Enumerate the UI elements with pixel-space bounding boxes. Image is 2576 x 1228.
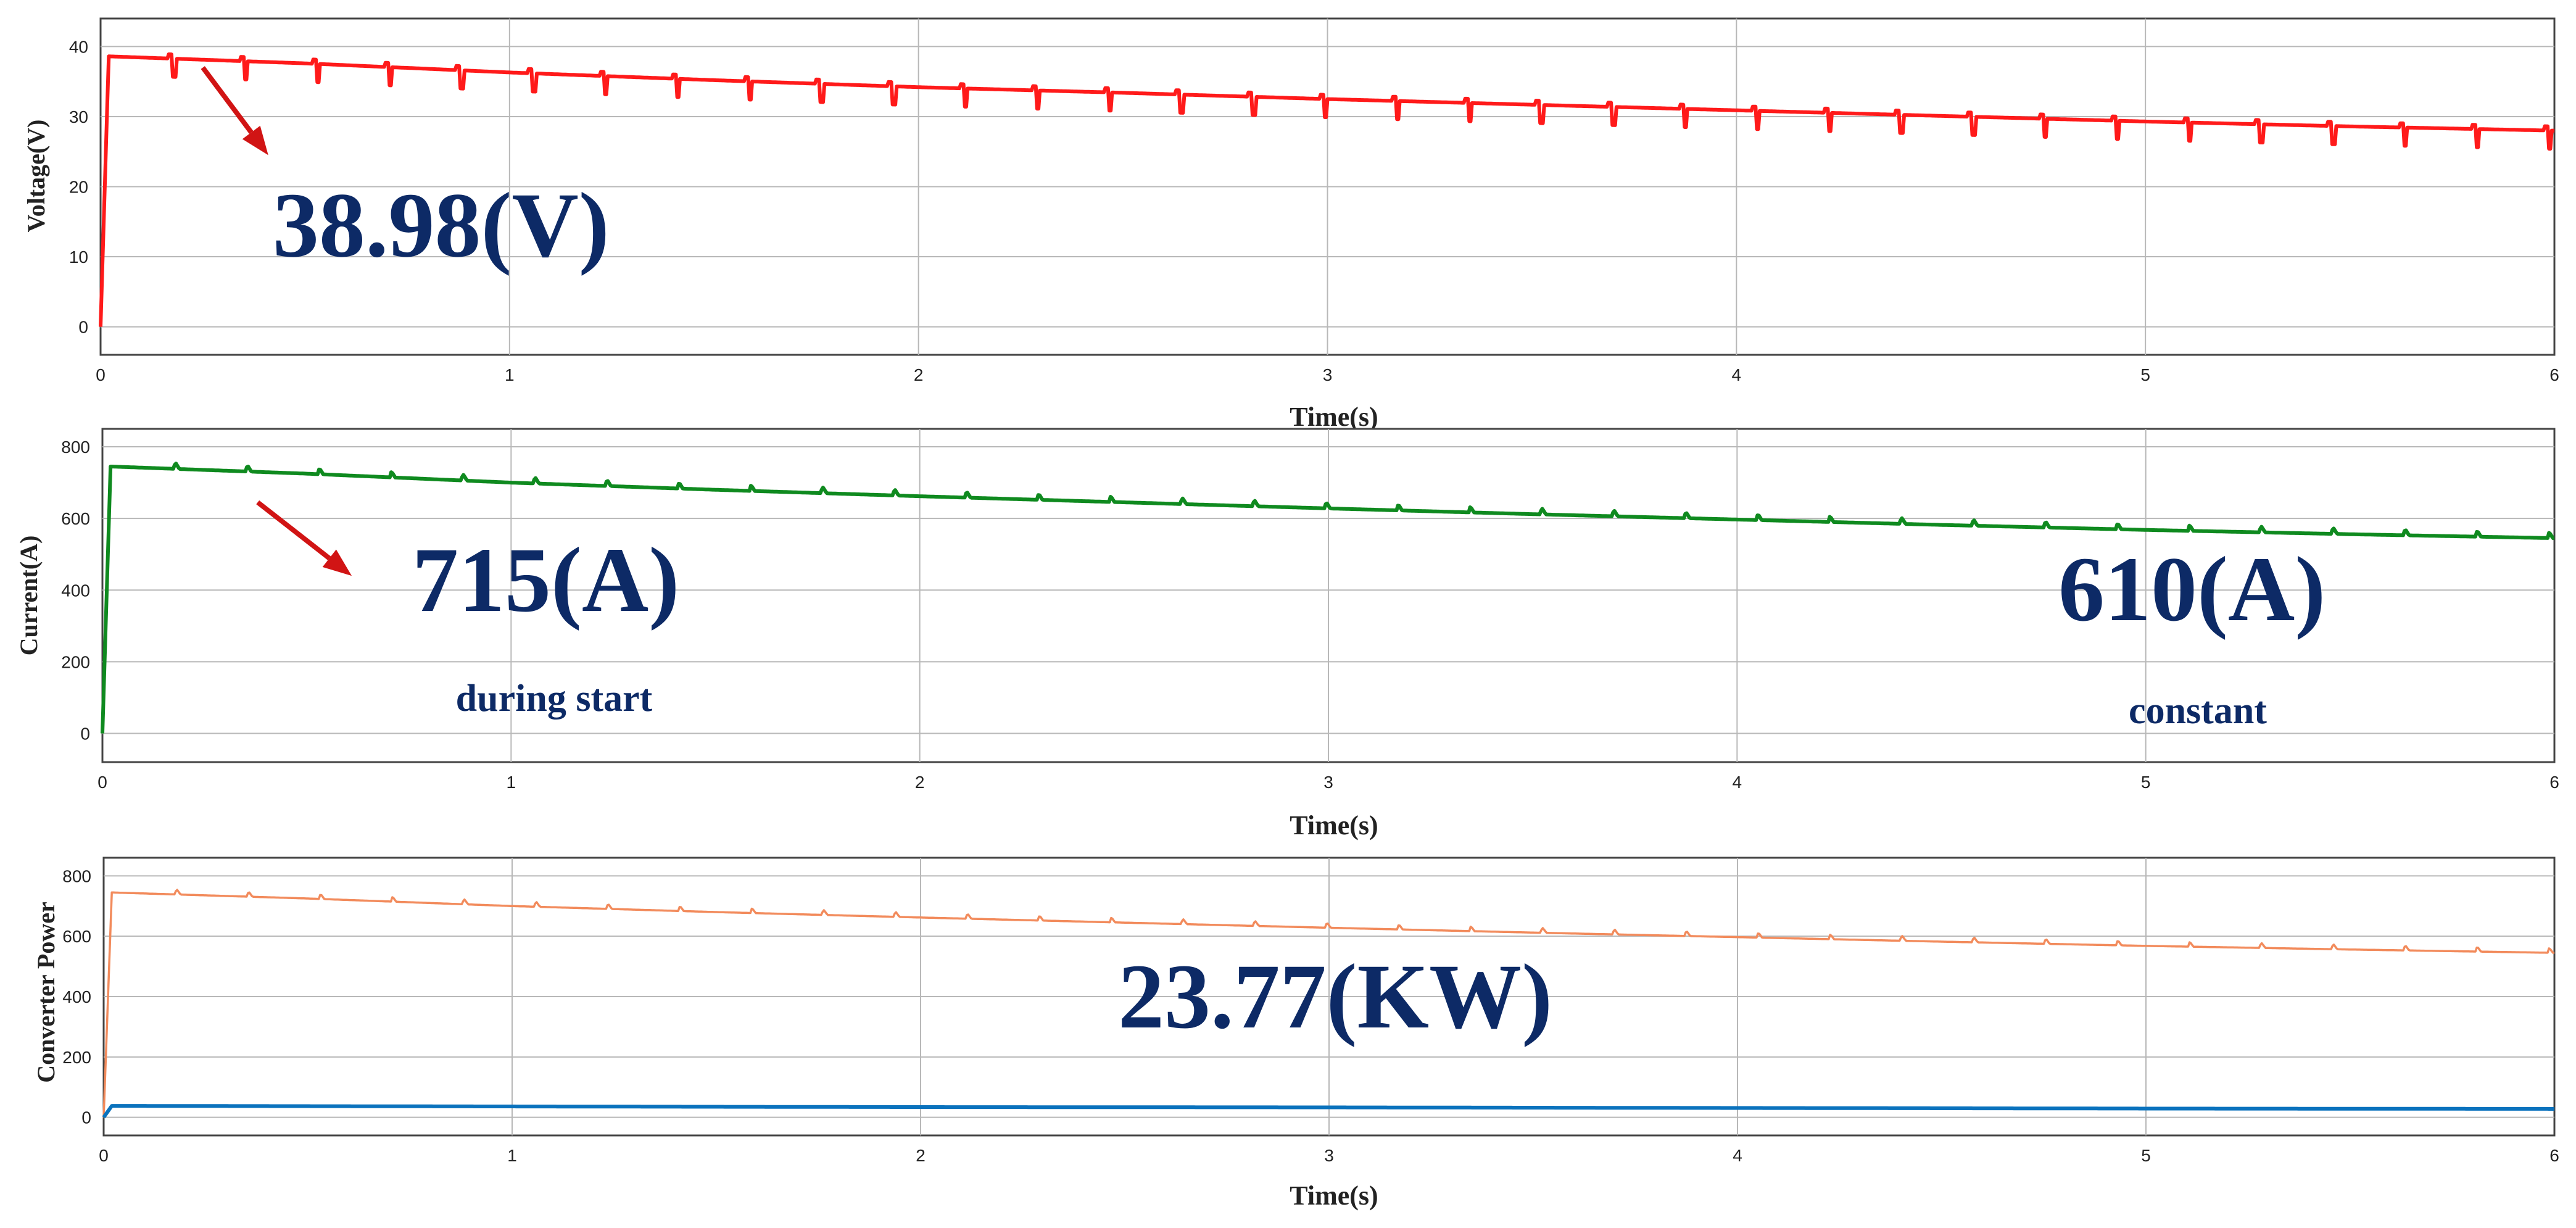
current-start-note: during start	[456, 678, 653, 720]
power-y-label: Converter Power	[32, 902, 60, 1083]
current-y-label: Current(A)	[15, 536, 43, 656]
current-y-tick-200: 200	[61, 652, 90, 671]
current-y-tick-400: 400	[61, 581, 90, 600]
voltage-x-tick-5: 5	[2140, 365, 2150, 384]
power-x-tick-1: 1	[507, 1146, 517, 1165]
current-y-tick-0: 0	[80, 724, 90, 744]
voltage-y-tick-10: 10	[69, 247, 88, 267]
current-start-annotation: 715(A)	[412, 529, 679, 631]
voltage-arrow-head-0	[242, 125, 268, 156]
voltage-y-label: Voltage(V)	[22, 120, 50, 233]
power-x-tick-5: 5	[2141, 1146, 2151, 1165]
voltage-y-tick-40: 40	[69, 37, 88, 56]
power-y-tick-200: 200	[62, 1048, 91, 1067]
voltage-x-tick-3: 3	[1323, 365, 1333, 384]
power-y-tick-0: 0	[81, 1108, 91, 1127]
voltage-x-tick-1: 1	[505, 365, 515, 384]
current-x-label: Time(s)	[1290, 810, 1378, 840]
voltage-x-tick-6: 6	[2549, 365, 2559, 384]
voltage-y-tick-20: 20	[69, 178, 88, 197]
current-x-tick-0: 0	[97, 773, 107, 792]
voltage-y-tick-30: 30	[69, 107, 88, 127]
voltage-x-tick-0: 0	[96, 365, 106, 384]
current-x-tick-4: 4	[1733, 773, 1742, 792]
current-series-line-0	[101, 462, 2555, 734]
voltage-x-tick-2: 2	[914, 365, 924, 384]
power-annotation: 23.77(KW)	[1118, 945, 1552, 1048]
power-y-tick-600: 600	[62, 927, 91, 946]
current-constant-note: constant	[2129, 690, 2267, 732]
current-x-tick-3: 3	[1323, 773, 1333, 792]
voltage-x-label: Time(s)	[1290, 402, 1378, 432]
current-x-tick-6: 6	[2549, 773, 2559, 792]
power-x-tick-4: 4	[1733, 1146, 1742, 1165]
current-y-tick-600: 600	[61, 509, 90, 528]
current-arrow-shaft-0	[256, 500, 331, 560]
voltage-x-tick-4: 4	[1732, 365, 1742, 384]
power-panel: 0 1 2 3 4 5 6 0 200 400 600 800 Converter Power Tim…	[32, 857, 2559, 1211]
voltage-arrow-shaft-0	[201, 66, 254, 134]
power-series-line-0	[102, 889, 2555, 1118]
voltage-annotation: 38.98(V)	[273, 174, 610, 276]
power-x-tick-3: 3	[1324, 1146, 1334, 1165]
current-x-tick-5: 5	[2141, 773, 2151, 792]
voltage-y-tick-0: 0	[78, 318, 88, 337]
voltage-panel: 0 1 2 3 4 5 6 0 10 20 30 40 Voltage(V) Time(s) 38.9…	[22, 17, 2559, 432]
voltage-series-line-0	[99, 52, 2555, 327]
current-constant-annotation: 610(A)	[2058, 538, 2325, 641]
current-x-tick-1: 1	[507, 773, 516, 792]
power-x-tick-0: 0	[99, 1146, 109, 1165]
current-x-tick-2: 2	[915, 773, 925, 792]
power-x-tick-2: 2	[916, 1146, 926, 1165]
current-y-tick-800: 800	[61, 438, 90, 457]
power-x-tick-6: 6	[2549, 1146, 2559, 1165]
power-y-tick-400: 400	[62, 987, 91, 1006]
power-y-tick-800: 800	[62, 866, 91, 886]
power-series-line-1	[102, 1104, 2555, 1119]
current-arrow-head-0	[322, 549, 352, 576]
power-x-label: Time(s)	[1290, 1180, 1378, 1211]
